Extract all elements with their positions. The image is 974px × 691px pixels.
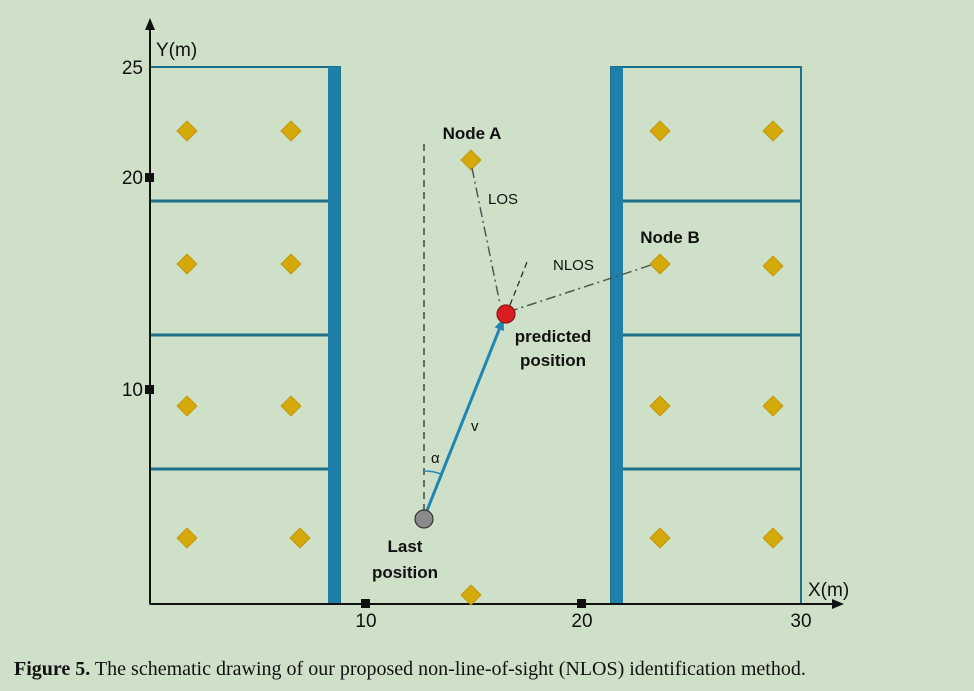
predicted-position-label-line1: predicted	[515, 327, 592, 346]
anchor-nodes	[176, 120, 784, 606]
left-corridor-wall	[328, 67, 340, 604]
anchor-node-diamond	[176, 395, 198, 417]
angle-arc	[423, 470, 442, 475]
nlos-normal-dashes	[509, 261, 528, 306]
anchor-node-diamond	[762, 255, 784, 277]
anchor-node-diamond	[176, 253, 198, 275]
velocity-vector-arrow	[422, 318, 505, 519]
velocity-label: v	[471, 418, 479, 435]
y-tick-label: 10	[122, 380, 143, 401]
y-tick-mark	[145, 173, 154, 182]
anchor-node-diamond	[280, 120, 302, 142]
x-tick-mark	[577, 599, 586, 608]
caption-label: Figure 5.	[14, 658, 91, 680]
x-axis-label: X(m)	[808, 580, 849, 601]
los-line	[471, 167, 501, 305]
y-axis-label: Y(m)	[156, 40, 197, 61]
anchor-node-diamond	[762, 395, 784, 417]
nlos-line	[507, 264, 652, 313]
y-tick-label: 20	[122, 168, 143, 189]
last-position-label-line2: position	[372, 563, 438, 582]
figure-caption: Figure 5. The schematic drawing of our p…	[14, 658, 964, 681]
caption-text: The schematic drawing of our proposed no…	[90, 658, 806, 680]
los-label: LOS	[488, 191, 518, 208]
anchor-node-diamond	[176, 120, 198, 142]
right-building	[610, 66, 802, 605]
right-corridor-wall	[611, 67, 623, 604]
y-tick-mark	[145, 385, 154, 394]
last-position-marker	[414, 509, 434, 529]
anchor-node-diamond	[649, 527, 671, 549]
node-a-label: Node A	[443, 124, 502, 143]
y-tick-label: 25	[122, 58, 143, 79]
axes: Y(m) X(m) 25 20 10 10 20 30	[122, 18, 849, 632]
x-tick-label: 30	[790, 611, 811, 632]
predicted-position-label-line2: position	[520, 351, 586, 370]
x-tick-label: 10	[355, 611, 376, 632]
node-a-diamond	[460, 149, 482, 171]
predicted-position-marker	[496, 304, 516, 324]
anchor-node-diamond	[280, 253, 302, 275]
nlos-schematic-diagram: Y(m) X(m) 25 20 10 10 20 30	[122, 18, 849, 632]
angle-label: α	[431, 450, 440, 467]
anchor-node-diamond	[649, 120, 671, 142]
last-position-label-line1: Last	[388, 537, 423, 556]
anchor-node-diamond	[762, 120, 784, 142]
node-b-label: Node B	[640, 228, 700, 247]
node-b-diamond	[649, 253, 671, 275]
left-building	[149, 66, 341, 605]
nlos-label: NLOS	[553, 257, 594, 274]
anchor-node-diamond	[280, 395, 302, 417]
anchor-node-diamond	[460, 584, 482, 606]
anchor-node-diamond	[176, 527, 198, 549]
anchor-node-diamond	[762, 527, 784, 549]
x-tick-mark	[361, 599, 370, 608]
anchor-node-diamond	[289, 527, 311, 549]
anchor-node-diamond	[649, 395, 671, 417]
x-tick-label: 20	[571, 611, 592, 632]
